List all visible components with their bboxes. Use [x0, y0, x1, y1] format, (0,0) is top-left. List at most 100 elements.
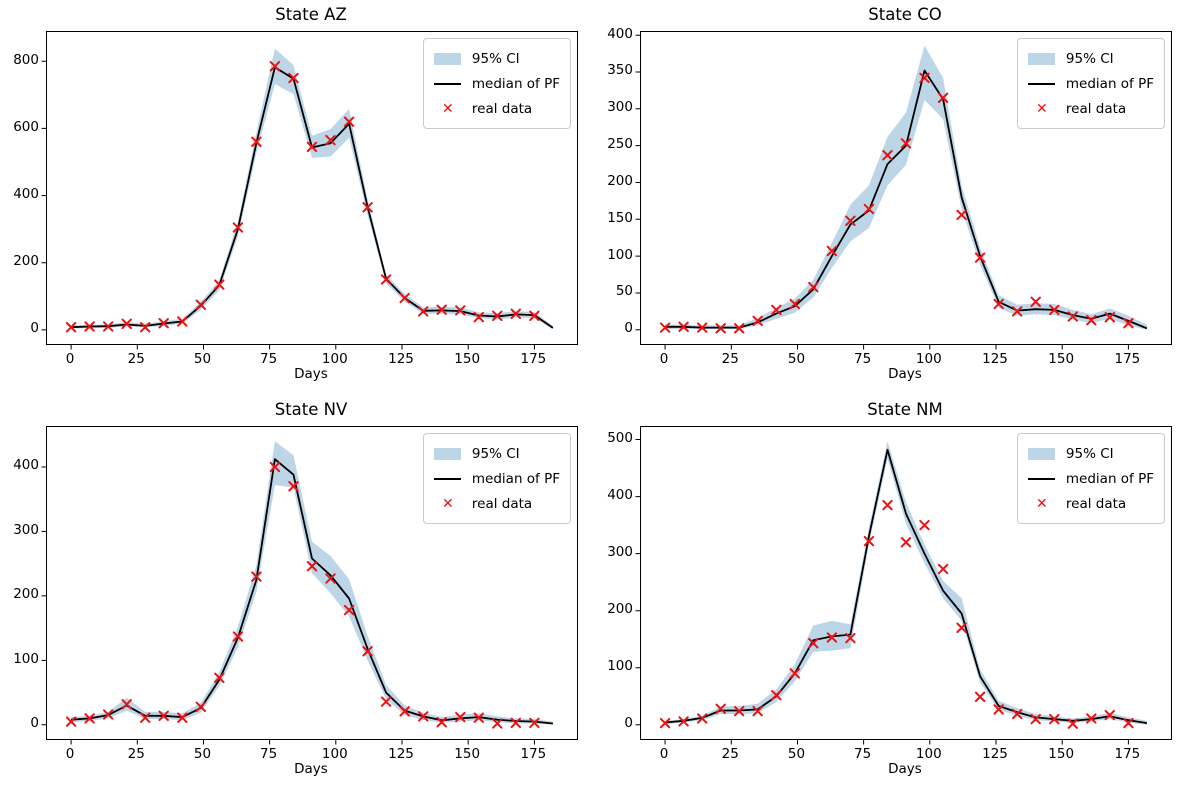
- legend-label: real data: [471, 100, 533, 117]
- y-tick-label: 200: [13, 586, 39, 603]
- x-tick-label: 125: [388, 746, 414, 762]
- legend-label: 95% CI: [1065, 445, 1114, 462]
- legend-label: median of PF: [1065, 75, 1154, 92]
- subplot-state-az: State AZ 95% CI median of PF ✕ real data…: [0, 0, 594, 395]
- y-tick-label: 300: [607, 544, 633, 561]
- plot-title-nm: State NM: [867, 400, 943, 419]
- x-tick-label: 25: [721, 746, 739, 762]
- x-tick-label: 100: [915, 746, 942, 762]
- x-tick-label: 175: [1114, 746, 1141, 762]
- real-data-markers: [65, 461, 540, 729]
- median-line: [665, 448, 1148, 724]
- plot-canvas-nv: [41, 441, 553, 745]
- x-tick-label: 0: [65, 351, 75, 367]
- real-data-markers: [659, 72, 1134, 334]
- subplot-state-nm: State NM 95% CI median of PF ✕ real data…: [594, 395, 1188, 790]
- y-tick-label: 100: [607, 246, 633, 263]
- x-tick-label: 150: [1048, 746, 1075, 762]
- legend-item-real: ✕ real data: [433, 491, 560, 516]
- y-tick-label: 100: [607, 658, 633, 675]
- legend-item-real: ✕ real data: [1027, 491, 1154, 516]
- y-tick-label: 400: [13, 457, 39, 474]
- y-tick-label: 400: [607, 25, 633, 42]
- x-tick-label: 50: [193, 746, 212, 762]
- legend-item-median: median of PF: [433, 466, 560, 491]
- y-tick-label: 400: [13, 186, 39, 203]
- red-x-marker-icon: ✕: [442, 100, 454, 117]
- axes-co: 95% CI median of PF ✕ real data: [635, 31, 1172, 350]
- x-tick-label: 50: [193, 351, 212, 367]
- y-tick-label: 400: [607, 487, 633, 504]
- y-tick-label: 0: [624, 320, 633, 337]
- red-x-marker-icon: ✕: [1036, 495, 1048, 512]
- x-tick-label: 0: [65, 746, 75, 762]
- y-tick-label: 200: [607, 601, 633, 618]
- y-tick-label: 200: [607, 172, 633, 189]
- legend-az: 95% CI median of PF ✕ real data: [422, 38, 571, 129]
- median-line-swatch-icon: [1028, 82, 1056, 85]
- y-tick-label: 250: [607, 136, 633, 153]
- x-tick-label: 100: [915, 351, 942, 367]
- x-tick-label: 25: [721, 351, 739, 367]
- y-tick-label: 300: [607, 99, 633, 116]
- legend-item-real: ✕ real data: [433, 96, 560, 121]
- x-axis-label: Days: [294, 761, 328, 777]
- y-tick-label: 300: [13, 521, 39, 538]
- x-tick-label: 150: [454, 351, 481, 367]
- y-tick-label: 0: [30, 715, 39, 732]
- x-axis-label: Days: [294, 366, 328, 382]
- y-tick-label: 600: [13, 118, 39, 135]
- legend-label: 95% CI: [1065, 50, 1114, 67]
- plot-title-co: State CO: [868, 5, 942, 24]
- legend-label: real data: [471, 495, 533, 512]
- plot-title-nv: State NV: [274, 400, 348, 419]
- x-tick-label: 75: [854, 746, 872, 762]
- tick-marks: [41, 466, 535, 745]
- legend-item-ci: 95% CI: [433, 441, 560, 466]
- legend-item-real: ✕ real data: [1027, 96, 1154, 121]
- legend-nv: 95% CI median of PF ✕ real data: [422, 433, 571, 524]
- ci-swatch-icon: [1028, 447, 1056, 460]
- x-tick-label: 75: [854, 351, 872, 367]
- red-x-marker-icon: ✕: [442, 495, 454, 512]
- legend-label: real data: [1065, 100, 1127, 117]
- legend-item-median: median of PF: [433, 71, 560, 96]
- y-tick-label: 100: [13, 650, 39, 667]
- legend-item-ci: 95% CI: [1027, 46, 1154, 71]
- ci-swatch-icon: [434, 52, 462, 65]
- median-line-swatch-icon: [434, 477, 462, 480]
- x-tick-label: 0: [659, 746, 669, 762]
- median-line: [71, 458, 553, 725]
- axes-nm: 95% CI median of PF ✕ real data: [635, 426, 1172, 745]
- y-tick-label: 800: [13, 51, 39, 68]
- legend-nm: 95% CI median of PF ✕ real data: [1016, 433, 1165, 524]
- axes-nv: 95% CI median of PF ✕ real data: [41, 426, 578, 745]
- tick-marks: [635, 34, 1129, 350]
- x-axis-label: Days: [888, 761, 922, 777]
- subplot-state-nv: State NV 95% CI median of PF ✕ real data…: [0, 395, 594, 790]
- legend-label: median of PF: [471, 470, 560, 487]
- legend-label: 95% CI: [471, 50, 520, 67]
- plot-canvas-nm: [635, 439, 1148, 745]
- x-tick-label: 50: [787, 746, 806, 762]
- plot-canvas-co: [635, 34, 1148, 350]
- y-tick-label: 150: [607, 209, 633, 226]
- x-tick-label: 25: [127, 746, 145, 762]
- x-tick-label: 100: [321, 351, 348, 367]
- legend-item-ci: 95% CI: [433, 46, 560, 71]
- y-tick-label: 0: [30, 320, 39, 337]
- x-tick-label: 125: [982, 746, 1008, 762]
- ci-swatch-icon: [1028, 52, 1056, 65]
- legend-item-ci: 95% CI: [1027, 441, 1154, 466]
- x-tick-label: 175: [1114, 351, 1141, 367]
- axes-az: 95% CI median of PF ✕ real data: [41, 31, 578, 350]
- median-line-swatch-icon: [434, 82, 462, 85]
- x-tick-label: 175: [520, 746, 547, 762]
- x-tick-label: 75: [260, 351, 278, 367]
- x-tick-label: 75: [260, 746, 278, 762]
- y-tick-label: 50: [615, 283, 633, 300]
- x-tick-label: 0: [659, 351, 669, 367]
- legend-item-median: median of PF: [1027, 466, 1154, 491]
- red-x-marker-icon: ✕: [1036, 100, 1048, 117]
